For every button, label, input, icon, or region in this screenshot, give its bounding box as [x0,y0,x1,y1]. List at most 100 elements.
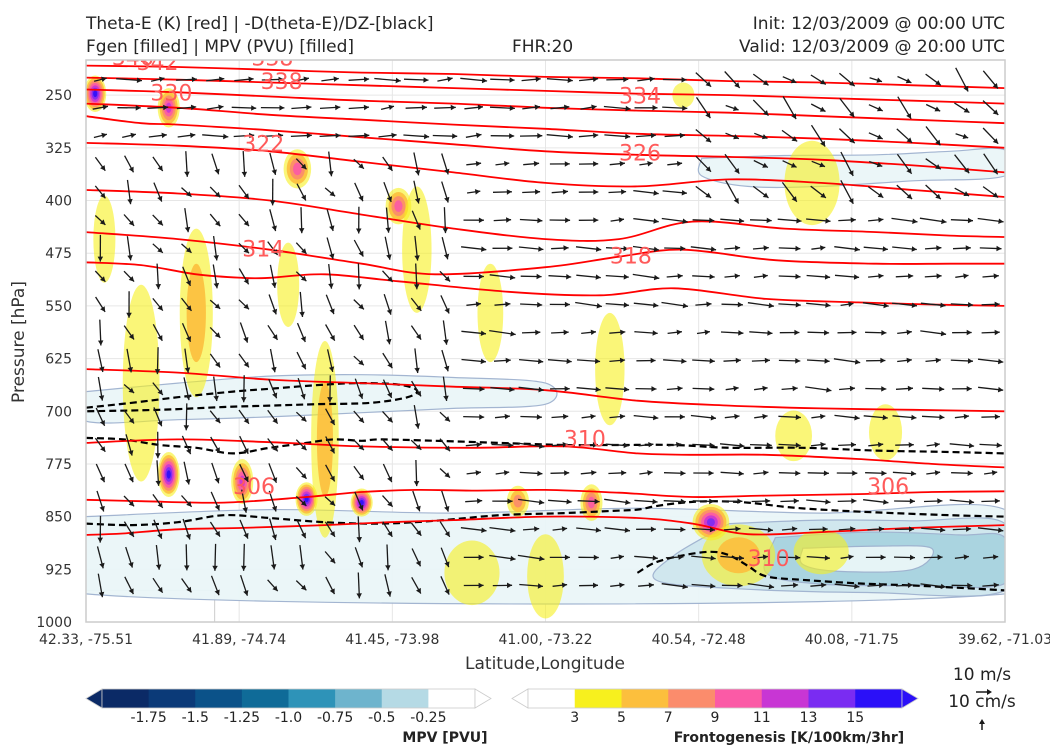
wind-vector-head [761,134,768,140]
wind-vector-head [415,505,421,512]
wind-vector-head [935,193,941,200]
wind-vector-head [651,386,657,392]
wind-vector-head [881,386,887,392]
wind-vector-head [99,476,105,483]
frontogenesis-filled-contours [86,75,903,619]
wind-vector-head [508,442,514,448]
wind-vector-head [561,526,568,532]
wind-vector-head [768,302,774,309]
wind-vector-head [939,386,945,392]
fgen-blob [277,242,300,327]
wind-vector-head [623,274,629,280]
wind-vector-head [478,217,484,223]
wind-vector-head [538,358,544,365]
wind-vector-head [994,329,1000,336]
wind-vector-head [767,330,773,336]
wind-vector-head [329,500,336,506]
wind-vector-head [539,555,545,562]
fgen-blob [477,263,504,363]
wind-vector-head [561,582,568,588]
fgen-colorbar-label: 13 [800,710,818,726]
wind-vector-head [567,133,573,140]
wind-vector-head [566,358,572,364]
wind-vector-head [479,386,485,392]
wind-vector-head [243,418,249,424]
wind-vector-head [271,169,277,175]
wind-vector-head [416,333,422,340]
wind-vector-head [963,107,970,113]
wind-vector-head [935,357,941,364]
wind-vector-head [363,76,370,83]
wind-vector-head [653,302,659,308]
wind-vector-head [358,303,364,310]
wind-vector-head [537,302,543,308]
wind-vector-head [766,442,772,448]
wind-vector-head [506,189,512,195]
wind-vector-head [157,420,163,427]
wind-vector-head [358,250,364,257]
wind-vector-head [618,554,624,560]
wind-vector-head [335,104,341,111]
wind-vector-head [854,359,861,365]
wind-vector-head [594,498,600,505]
wind-vector-head [358,417,364,423]
ref-vector-vertical-label: 10 cm/s [948,692,1016,712]
wind-vector-head [329,588,335,595]
wind-vector-head [962,133,969,139]
wind-vector-head [298,228,305,234]
wind-vector-head [625,133,631,140]
wind-vector-head [940,583,946,590]
mpv-colorbar-swatch [381,689,429,708]
wind-vector-head [593,217,599,223]
wind-vector-head [329,191,336,197]
wind-vector-head [329,225,335,231]
x-axis-ticks: 42.33, -75.51 41.89, -74.74 41.45, -73.98 4… [39,632,1050,648]
wind-vector-head [481,77,488,84]
wind-vector-head [681,358,687,364]
wind-vector-head [328,171,334,177]
wind-vector-head [593,189,599,195]
wind-vector-head [737,498,743,504]
wind-vector-head [653,218,659,224]
init-time: Init: 12/03/2009 @ 00:00 UTC [752,14,1005,34]
wind-vector-head [796,218,802,224]
wind-vector-head [329,557,336,564]
wind-vector-head [386,591,392,597]
wind-vector-head [682,105,688,111]
wind-vector-head [820,140,826,147]
wind-vector-head [735,526,741,532]
wind-vector-head [591,104,597,110]
wind-vector-head [563,413,569,420]
wind-vector-head [539,443,545,449]
wind-vector-head [475,470,481,476]
wind-vector-head [476,442,482,448]
wind-vector-head [423,77,429,83]
wind-vector-head [880,357,886,364]
wind-vector-head [878,217,884,223]
wind-vector-head [190,104,197,111]
wind-vector-head [219,76,225,82]
wind-vector-head [906,168,912,174]
theta-e-contour-302 [86,515,1005,536]
x-tick-label: 40.08, -71.75 [805,632,899,648]
wind-vector-head [876,77,882,83]
fgen-blob [394,200,403,212]
wind-vector-head [595,274,601,280]
wind-vector-head [795,554,801,561]
wind-vector-head [301,363,306,370]
wind-vector-head [272,392,278,399]
wind-vector-head [791,113,797,120]
wind-vector-head [968,442,975,449]
wind-vector-head [820,413,826,420]
wind-vector-head [452,133,458,139]
wind-vector-head [128,531,134,537]
wind-vector-head [705,137,712,143]
wind-vector-head [966,526,972,532]
mpv-colorbar-swatch [335,689,383,708]
wind-vector-head [963,554,969,560]
wind-vector-head [709,527,715,533]
wind-vector-head [705,192,712,198]
wind-vector-head [272,308,278,315]
wind-vector-head [243,193,249,199]
wind-vector-head [358,334,364,340]
